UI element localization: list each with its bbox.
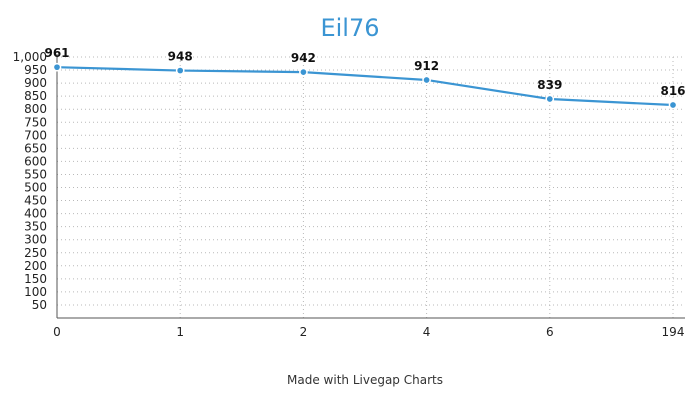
data-label-1: 948 (168, 50, 193, 64)
y-tick-label-19: 1,000 (13, 50, 47, 64)
y-tick-label-14: 750 (24, 115, 47, 129)
y-tick-label-2: 150 (24, 272, 47, 286)
x-tick-label-5: 194 (662, 325, 685, 339)
data-label-2: 942 (291, 51, 316, 65)
y-tick-label-7: 400 (24, 207, 47, 221)
y-tick-label-1: 100 (24, 285, 47, 299)
chart-title: Eil76 (320, 14, 379, 42)
y-tick-label-16: 850 (24, 89, 47, 103)
y-tick-label-10: 550 (24, 167, 47, 181)
series-layer (52, 62, 678, 110)
x-tick-label-0: 0 (53, 325, 61, 339)
labels-layer: 961 948 942 912 839 816 (44, 46, 685, 98)
x-tick-label-1: 1 (176, 325, 184, 339)
y-tick-label-13: 700 (24, 128, 47, 142)
x-tick-label-4: 6 (546, 325, 554, 339)
data-label-0: 961 (44, 46, 69, 60)
y-tick-label-17: 900 (24, 76, 47, 90)
data-point-2 (299, 67, 308, 77)
data-point-0 (52, 62, 62, 72)
data-label-5: 816 (660, 84, 685, 98)
x-tick-label-3: 4 (423, 325, 431, 339)
y-tick-label-4: 250 (24, 246, 47, 260)
data-point-3 (422, 75, 431, 85)
y-tick-label-6: 350 (24, 220, 47, 234)
y-tick-label-8: 450 (24, 194, 47, 208)
axes: 5010015020025030035040045050055060065070… (13, 50, 685, 339)
y-tick-label-12: 650 (24, 141, 47, 155)
y-tick-label-5: 300 (24, 233, 47, 247)
y-tick-label-15: 800 (24, 102, 47, 116)
footer-text: Made with Livegap Charts (287, 373, 443, 387)
data-label-3: 912 (414, 59, 439, 73)
x-tick-label-2: 2 (300, 325, 308, 339)
y-tick-label-9: 500 (24, 181, 47, 195)
y-tick-label-3: 200 (24, 259, 47, 273)
series-line (56, 66, 674, 107)
y-tick-label-11: 600 (24, 154, 47, 168)
y-tick-label-18: 950 (24, 63, 47, 77)
data-point-4 (545, 94, 555, 104)
data-point-1 (175, 66, 185, 75)
data-point-5 (668, 100, 678, 110)
data-label-4: 839 (537, 78, 562, 92)
y-tick-label-0: 50 (32, 298, 47, 312)
grid (56, 56, 685, 318)
